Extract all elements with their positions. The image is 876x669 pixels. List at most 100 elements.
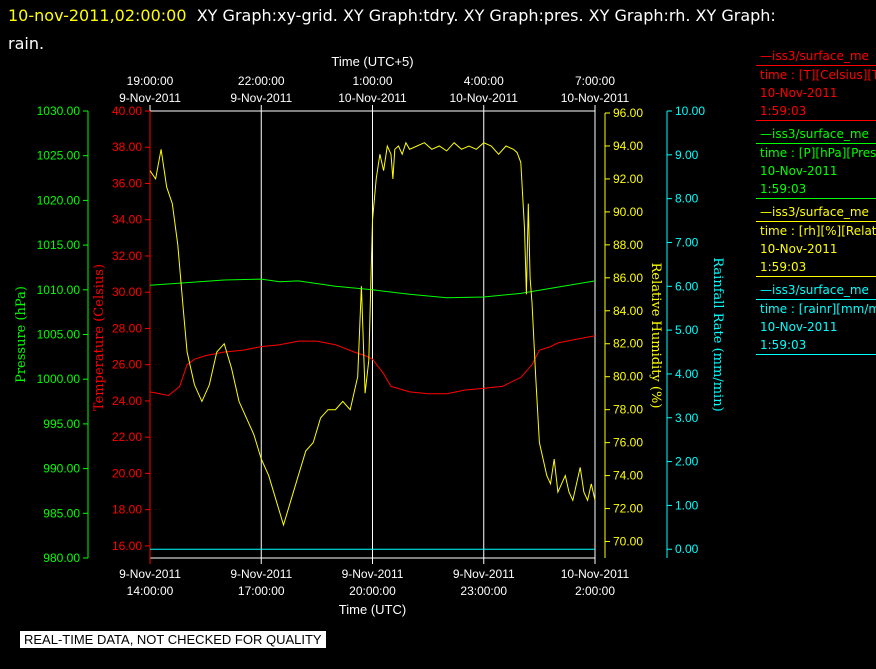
humidity-series xyxy=(149,141,596,527)
y-tick-label: 4.00 xyxy=(675,367,699,381)
y-tick-label: 26.00 xyxy=(112,358,142,372)
legend-text: 1:59:03 xyxy=(760,260,807,274)
y-axis-label: Temperature (Celsius) xyxy=(92,264,107,411)
y-tick-label: 88.00 xyxy=(613,238,643,252)
title-graph-list-wrap: rain. xyxy=(8,34,45,53)
x-top-tick-label: 4:00:00 xyxy=(464,74,504,88)
y-tick-label: 94.00 xyxy=(613,139,643,153)
graph-title: 10-nov-2011,02:00:00 XY Graph:xy-grid. X… xyxy=(8,2,868,58)
y-tick-label: 1015.00 xyxy=(37,238,81,252)
y-tick-label: 84.00 xyxy=(613,304,643,318)
y-tick-label: 16.00 xyxy=(112,539,142,553)
y-tick-label: 74.00 xyxy=(613,469,643,483)
y-axis-label: Pressure (hPa) xyxy=(14,286,29,383)
legend-entry: —iss3/surface_me time : [rh][%][Relati 10-… xyxy=(756,203,876,277)
y-tick-label: 96.00 xyxy=(613,106,643,120)
x-top-axis-label: Time (UTC+5) xyxy=(331,54,413,69)
y-tick-label: 80.00 xyxy=(613,370,643,384)
x-top-tick-label: 1:00:00 xyxy=(352,74,392,88)
legend-text: 1:59:03 xyxy=(760,338,807,352)
title-graph-list: XY Graph:xy-grid. XY Graph:tdry. XY Grap… xyxy=(196,6,776,25)
legend-series-name: —iss3/surface_me xyxy=(756,281,876,300)
legend-text: 10-Nov-2011 xyxy=(760,164,838,178)
y-tick-label: 1005.00 xyxy=(37,328,81,342)
y-tick-label: 8.00 xyxy=(675,192,699,206)
legend-text: time : [P][hPa][Pres xyxy=(760,146,876,160)
x-tick-label: 17:00:00 xyxy=(238,584,285,598)
y-tick-label: 72.00 xyxy=(613,502,643,516)
x-tick-label: 20:00:00 xyxy=(349,584,396,598)
y-tick-label: 1030.00 xyxy=(37,104,81,118)
y-tick-label: 32.00 xyxy=(112,249,142,263)
x-tick-label: 23:00:00 xyxy=(460,584,507,598)
x-tick-label: 9-Nov-2011 xyxy=(342,567,404,581)
y-tick-label: 70.00 xyxy=(613,535,643,549)
title-timestamp: 10-nov-2011,02:00:00 xyxy=(8,6,187,25)
y-tick-label: 76.00 xyxy=(613,436,643,450)
legend-text: 1:59:03 xyxy=(760,182,807,196)
y-axis-label: Rainfall Rate (mm/min) xyxy=(710,257,725,411)
y-tick-label: 36.00 xyxy=(112,176,142,190)
y-tick-label: 30.00 xyxy=(112,285,142,299)
x-tick-label: 9-Nov-2011 xyxy=(230,567,292,581)
x-top-tick-label: 10-Nov-2011 xyxy=(450,91,519,105)
legend-text: 10-Nov-2011 xyxy=(760,86,838,100)
y-tick-label: 3.00 xyxy=(675,411,699,425)
legend-series-name: —iss3/surface_me xyxy=(756,47,876,66)
y-tick-label: 86.00 xyxy=(613,271,643,285)
x-top-tick-label: 7:00:00 xyxy=(575,74,615,88)
pressure-series xyxy=(149,278,596,299)
y-tick-label: 1025.00 xyxy=(37,149,81,163)
x-axis-label: Time (UTC) xyxy=(339,602,406,617)
legend-text: time : [rh][%][Relati xyxy=(760,224,876,238)
y-tick-label: 0.00 xyxy=(675,542,699,556)
x-tick-label: 10-Nov-2011 xyxy=(561,567,630,581)
y-tick-label: 90.00 xyxy=(613,205,643,219)
y-tick-label: 5.00 xyxy=(675,323,699,337)
x-top-tick-label: 22:00:00 xyxy=(238,74,285,88)
y-tick-label: 82.00 xyxy=(613,337,643,351)
y-tick-label: 34.00 xyxy=(112,213,142,227)
y-tick-label: 1020.00 xyxy=(37,193,81,207)
y-tick-label: 995.00 xyxy=(43,417,80,431)
y-tick-label: 92.00 xyxy=(613,172,643,186)
y-tick-label: 22.00 xyxy=(112,430,142,444)
x-top-tick-label: 10-Nov-2011 xyxy=(561,91,630,105)
legend-text: 10-Nov-2011 xyxy=(760,320,838,334)
legend-series-name: —iss3/surface_me xyxy=(756,203,876,222)
y-tick-label: 28.00 xyxy=(112,321,142,335)
y-tick-label: 9.00 xyxy=(675,148,699,162)
x-top-tick-label: 9-Nov-2011 xyxy=(230,91,292,105)
x-top-tick-label: 9-Nov-2011 xyxy=(119,91,181,105)
temperature-series xyxy=(149,335,596,397)
y-tick-label: 7.00 xyxy=(675,235,699,249)
y-tick-label: 78.00 xyxy=(613,403,643,417)
y-tick-label: 980.00 xyxy=(43,551,80,565)
y-tick-label: 1010.00 xyxy=(37,283,81,297)
legend: —iss3/surface_me time : [T][Celsius][T 10-… xyxy=(756,47,876,359)
x-tick-label: 9-Nov-2011 xyxy=(119,567,181,581)
legend-text: time : [rainr][mm/mi xyxy=(760,302,876,316)
legend-text: time : [T][Celsius][T xyxy=(760,68,876,82)
x-tick-label: 2:00:00 xyxy=(575,584,615,598)
y-tick-label: 1.00 xyxy=(675,498,699,512)
x-top-tick-label: 10-Nov-2011 xyxy=(338,91,407,105)
legend-series-name: —iss3/surface_me xyxy=(756,125,876,144)
y-tick-label: 1000.00 xyxy=(37,372,81,386)
x-tick-label: 9-Nov-2011 xyxy=(453,567,515,581)
y-axis-label: Relative Humidity (%) xyxy=(648,263,663,409)
y-tick-label: 10.00 xyxy=(675,104,705,118)
y-tick-label: 38.00 xyxy=(112,140,142,154)
y-tick-label: 6.00 xyxy=(675,279,699,293)
x-top-tick-label: 19:00:00 xyxy=(127,74,174,88)
y-tick-label: 2.00 xyxy=(675,455,699,469)
x-tick-label: 14:00:00 xyxy=(127,584,174,598)
y-tick-label: 24.00 xyxy=(112,394,142,408)
quality-notice: REAL-TIME DATA, NOT CHECKED FOR QUALITY xyxy=(20,631,326,648)
legend-text: 1:59:03 xyxy=(760,104,807,118)
y-tick-label: 985.00 xyxy=(43,506,80,520)
